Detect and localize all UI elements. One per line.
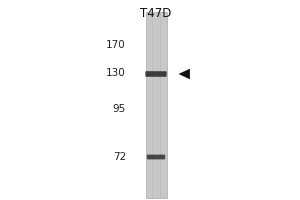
Polygon shape	[178, 69, 190, 79]
Text: 72: 72	[113, 152, 126, 162]
FancyBboxPatch shape	[147, 155, 165, 159]
FancyBboxPatch shape	[146, 71, 167, 77]
Bar	[146, 12, 167, 198]
Text: 95: 95	[113, 104, 126, 114]
Text: 170: 170	[106, 40, 126, 50]
Text: 130: 130	[106, 68, 126, 78]
Text: T47D: T47D	[140, 7, 172, 20]
